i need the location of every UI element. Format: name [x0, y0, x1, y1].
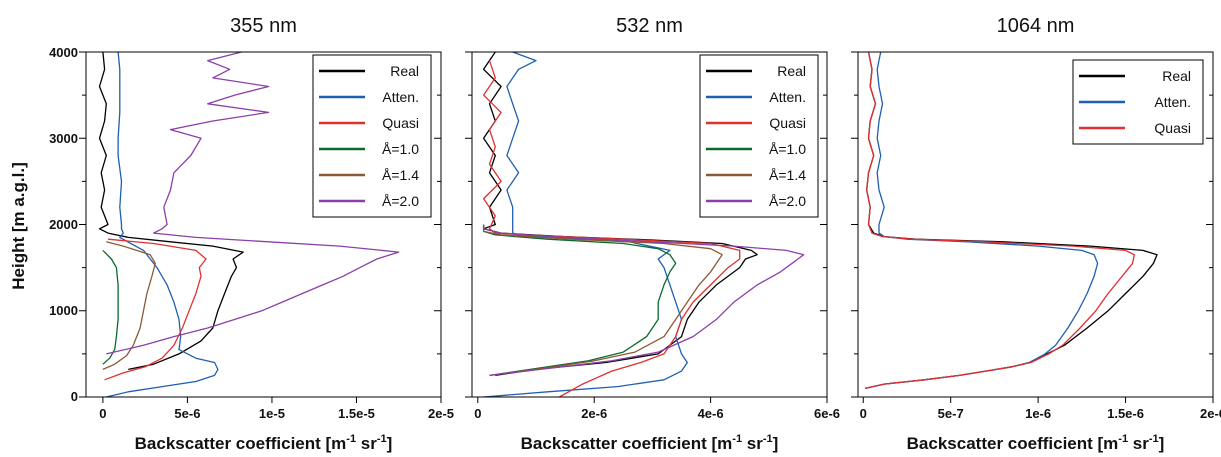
x-tick-label: 1.5e-6: [1107, 406, 1144, 421]
series-lines: [482, 52, 805, 397]
y-tick-label: 1000: [49, 303, 78, 318]
legend-label: Atten.: [769, 89, 806, 105]
x-axis-title: Backscatter coefficient [m-1 sr-1]: [135, 433, 393, 453]
series-line: [104, 238, 207, 381]
series-line: [98, 52, 244, 371]
series-line: [102, 249, 119, 365]
series-line: [483, 52, 688, 397]
y-tick-label: 0: [71, 389, 78, 404]
series-line: [482, 224, 677, 377]
legend-label: Quasi: [769, 115, 806, 131]
series-line: [106, 52, 219, 397]
x-tick-label: 2e-6: [1200, 406, 1221, 421]
y-tick-label: 3000: [49, 131, 78, 146]
legend-label: Quasi: [1154, 120, 1191, 136]
series-line: [482, 224, 805, 377]
x-tick-label: 4e-6: [698, 406, 724, 421]
legend-label: Atten.: [1154, 94, 1191, 110]
legend-label: Real: [777, 63, 806, 79]
x-tick-label: 0: [474, 406, 481, 421]
x-axis-title: Backscatter coefficient [m-1 sr-1]: [907, 433, 1165, 453]
panel-title: 532 nm: [616, 15, 683, 37]
legend: Real Atten. Quasi Å=1.0 Å=1.4 Å=2.0: [699, 54, 819, 218]
legend: Real Atten. Quasi Å=1.0 Å=1.4 Å=2.0: [312, 54, 432, 218]
y-tick-labels: 0 1000 2000 3000 4000: [49, 45, 78, 404]
series-line: [106, 52, 400, 355]
x-tick-label: 1.5e-5: [338, 406, 375, 421]
x-axis-title: Backscatter coefficient [m-1 sr-1]: [521, 433, 779, 453]
y-tick-label: 4000: [49, 45, 78, 60]
series-lines: [98, 52, 400, 397]
legend-label: Å=1.0: [382, 141, 419, 157]
legend-label: Quasi: [382, 115, 419, 131]
x-tick-label: 0: [99, 406, 106, 421]
panel-355nm: 355 nm 0 5e-6 1e-5 1.5e-5 2e-5 Backscatter coe…: [79, 15, 454, 453]
legend-label: Å=2.0: [382, 193, 419, 209]
panel-1064nm: 1064 nm 0 5e-7 1e-6 1.5e-6 2e-6 Backscatter co…: [851, 15, 1221, 453]
x-tick-label: 6e-6: [814, 406, 840, 421]
y-axis-title: Height [m a.g.l.]: [9, 162, 28, 290]
x-tick-label: 1e-5: [259, 406, 285, 421]
legend-label: Atten.: [382, 89, 419, 105]
panel-532nm: 532 nm 0 2e-6 4e-6 6e-6 Backscatter coefficie…: [465, 15, 840, 453]
series-line: [864, 52, 1099, 390]
legend: Real Atten. Quasi: [1072, 59, 1204, 145]
x-tick-label: 0: [860, 406, 867, 421]
legend-label: Å=1.4: [382, 167, 419, 183]
series-lines: [864, 52, 1158, 390]
x-tick-label: 2e-6: [581, 406, 607, 421]
legend-label: Real: [390, 63, 419, 79]
legend-box: [312, 54, 432, 218]
legend-label: Å=1.0: [769, 141, 806, 157]
y-tick-label: 2000: [49, 217, 78, 232]
legend-label: Å=1.4: [769, 167, 806, 183]
x-tick-label: 1e-6: [1025, 406, 1051, 421]
series-line: [102, 241, 156, 370]
legend-label: Å=2.0: [769, 193, 806, 209]
x-tick-label: 2e-5: [428, 406, 454, 421]
panel-title: 355 nm: [230, 15, 297, 37]
x-tick-label: 5e-6: [174, 406, 200, 421]
panel-title: 1064 nm: [997, 15, 1075, 37]
series-line: [482, 224, 723, 377]
series-line: [864, 52, 1135, 390]
legend-box: [699, 54, 819, 218]
legend-label: Real: [1162, 68, 1191, 84]
x-tick-label: 5e-7: [938, 406, 964, 421]
